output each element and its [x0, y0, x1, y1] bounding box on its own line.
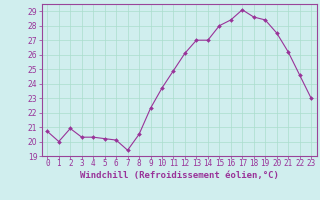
X-axis label: Windchill (Refroidissement éolien,°C): Windchill (Refroidissement éolien,°C): [80, 171, 279, 180]
